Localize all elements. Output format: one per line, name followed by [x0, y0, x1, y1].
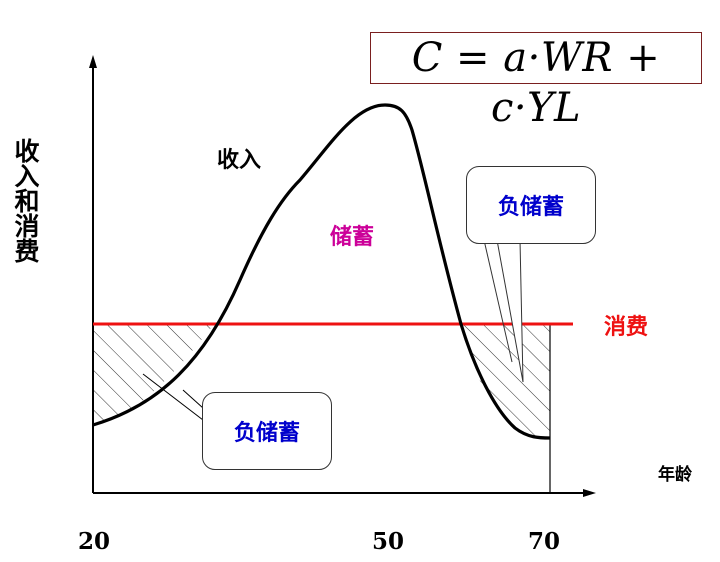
formula-box: C = a·WR + c·YL [370, 32, 702, 131]
dissaving-callout-left: 负储蓄 [202, 392, 332, 470]
savings-label: 储蓄 [330, 225, 375, 250]
dissaving-region-right [461, 324, 550, 439]
dissaving-callout-right: 负储蓄 [466, 166, 596, 244]
callout-pointer-right [483, 239, 513, 363]
callout-pointer-left-1 [142, 373, 204, 421]
income-curve [92, 103, 551, 440]
consumption-label: 消费 [604, 315, 649, 340]
x-tick-label: 20 [78, 528, 111, 555]
x-tick-label: 50 [372, 528, 405, 555]
dissaving-region-left [93, 324, 214, 425]
y-axis-arrow [89, 55, 97, 68]
callout-pointer-left-2 [182, 389, 204, 409]
x-axis-label: 年龄 [658, 465, 692, 485]
y-axis-label: 收入和消费 [11, 138, 40, 263]
income-label: 收入 [217, 148, 262, 173]
x-tick-label: 70 [528, 528, 561, 555]
x-axis-arrow [583, 489, 596, 497]
